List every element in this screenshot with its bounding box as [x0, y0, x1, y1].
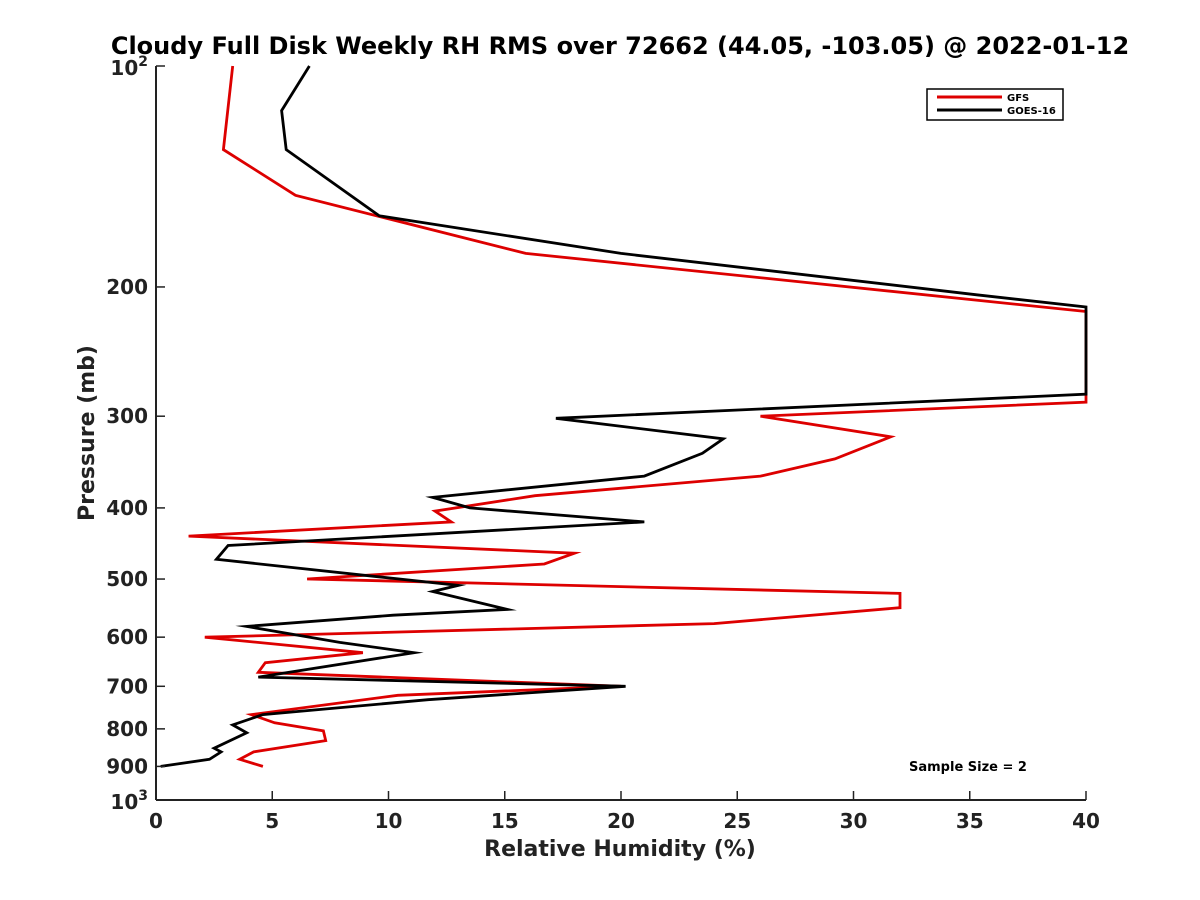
y-tick-label-100: 102 — [110, 54, 148, 80]
sample-size-annotation: Sample Size = 2 — [909, 760, 1027, 775]
y-tick-label-300: 300 — [106, 404, 148, 428]
series-line-goes16 — [160, 65, 1088, 768]
x-tick-label-35: 35 — [956, 809, 984, 833]
axes: 0 5 10 15 20 25 30 35 40 102 200 300 400 500 600 700 800… — [106, 54, 1100, 833]
x-tick-label-0: 0 — [149, 809, 163, 833]
legend-label-gfs: GFS — [1007, 93, 1029, 104]
y-tick-label-900: 900 — [106, 754, 148, 778]
x-tick-label-25: 25 — [723, 809, 751, 833]
x-axis-label: Relative Humidity (%) — [484, 837, 756, 862]
y-axis-label: Pressure (mb) — [75, 345, 100, 521]
x-tick-label-10: 10 — [375, 809, 403, 833]
legend: GFS GOES-16 — [926, 88, 1064, 121]
x-tick-label-40: 40 — [1072, 809, 1100, 833]
x-tick-label-20: 20 — [607, 809, 635, 833]
x-tick-label-15: 15 — [491, 809, 519, 833]
series-lines — [160, 65, 1088, 768]
y-tick-label-200: 200 — [106, 275, 148, 299]
y-tick-label-800: 800 — [106, 717, 148, 741]
x-tick-label-5: 5 — [265, 809, 279, 833]
y-tick-label-600: 600 — [106, 625, 148, 649]
chart-title: Cloudy Full Disk Weekly RH RMS over 7266… — [111, 32, 1129, 60]
y-tick-label-1000: 103 — [110, 788, 148, 814]
legend-label-goes16: GOES-16 — [1007, 106, 1056, 117]
series-line-gfs — [188, 65, 1088, 768]
y-tick-label-400: 400 — [106, 496, 148, 520]
y-tick-label-700: 700 — [106, 674, 148, 698]
y-tick-label-500: 500 — [106, 567, 148, 591]
legend-box — [926, 88, 1064, 121]
x-tick-label-30: 30 — [840, 809, 868, 833]
